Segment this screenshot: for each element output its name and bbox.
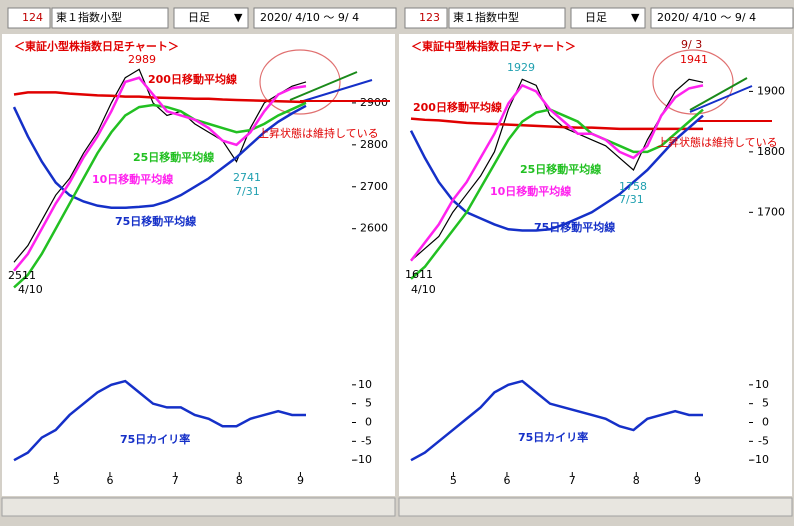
series-label: 10日移動平均線 <box>92 172 173 186</box>
y2-tick-label: 0 <box>762 416 769 429</box>
period-select[interactable] <box>570 7 646 29</box>
x-tick-label: 8 <box>236 474 243 487</box>
chart-title: ＜東証小型株指数日足チャート＞ <box>14 39 179 53</box>
y2-tick-label: 5 <box>762 397 769 410</box>
series-line <box>13 379 306 462</box>
series-line <box>410 83 704 262</box>
annotation: 2741 <box>233 171 261 184</box>
series-label: 10日移動平均線 <box>490 184 571 198</box>
code: 124 <box>22 11 43 24</box>
series-label: 75日移動平均線 <box>115 214 196 228</box>
annotation: 2511 <box>8 269 36 282</box>
series-line <box>13 76 307 272</box>
y2-tick-label: 0 <box>365 416 372 429</box>
y-tick-label: 1900 <box>757 84 785 97</box>
series-label: 25日移動平均線 <box>133 150 214 164</box>
annotation: 7/31 <box>619 193 644 206</box>
x-tick-label: 6 <box>503 474 510 487</box>
code-box <box>404 7 448 29</box>
y2-tick-label: -10 <box>751 453 769 466</box>
series-line <box>13 91 307 104</box>
x-tick-label: 6 <box>106 474 113 487</box>
y2-tick-label: 10 <box>358 378 372 391</box>
series-line <box>13 101 307 289</box>
annotation: 1941 <box>680 53 708 66</box>
x-tick-label: 9 <box>297 474 304 487</box>
annotation: 7/31 <box>235 185 260 198</box>
trend-line <box>299 79 373 103</box>
range-box <box>253 7 397 29</box>
range: 2020/ 4/10 ～ 9/ 4 <box>657 11 756 24</box>
series-line <box>410 108 704 280</box>
series-line <box>410 379 703 462</box>
name: 東１指数小型 <box>56 10 122 24</box>
name-box <box>448 7 566 29</box>
y2-tick-label: -5 <box>758 434 769 447</box>
series-line <box>409 114 704 232</box>
trend-line <box>689 85 753 113</box>
annotation: 上昇状態は維持している <box>258 126 379 140</box>
chart-title: ＜東証中型株指数日足チャート＞ <box>411 39 576 53</box>
period-select[interactable] <box>173 7 249 29</box>
annotation: 2989 <box>128 53 156 66</box>
range: 2020/ 4/10 ～ 9/ 4 <box>260 11 359 24</box>
annotation: 4/10 <box>18 283 43 296</box>
series-line <box>13 68 307 263</box>
y2-tick-label: -10 <box>354 453 372 466</box>
name: 東１指数中型 <box>453 10 519 24</box>
annotation: 上昇状態は維持している <box>657 135 778 149</box>
y-tick-label: 2900 <box>360 96 388 109</box>
scrollbar[interactable] <box>398 497 793 517</box>
series-label: 75日カイリ率 <box>120 432 190 446</box>
range-box <box>650 7 794 29</box>
series-label: 75日カイリ率 <box>518 430 588 444</box>
annotation: 4/10 <box>411 283 436 296</box>
dropdown-arrow: ▼ <box>631 11 640 24</box>
x-tick-label: 5 <box>53 474 60 487</box>
y-tick-label: 1800 <box>757 145 785 158</box>
y-tick-label: 1700 <box>757 205 785 218</box>
plot-area <box>2 34 395 496</box>
annotation: 9/ 3 <box>681 38 702 51</box>
x-tick-label: 7 <box>172 474 179 487</box>
annotation: 1611 <box>405 268 433 281</box>
series-label: 75日移動平均線 <box>534 220 615 234</box>
x-tick-label: 8 <box>633 474 640 487</box>
name-box <box>51 7 169 29</box>
series-line <box>12 104 307 209</box>
scrollbar[interactable] <box>1 497 396 517</box>
series-label: 25日移動平均線 <box>520 162 601 176</box>
period: 日足 <box>188 11 210 24</box>
x-tick-label: 9 <box>694 474 701 487</box>
y2-tick-label: 10 <box>755 378 769 391</box>
code: 123 <box>419 11 440 24</box>
code-box <box>7 7 51 29</box>
annotation: 1929 <box>507 61 535 74</box>
y-tick-label: 2800 <box>360 138 388 151</box>
series-label: 200日移動平均線 <box>148 72 237 86</box>
highlight-ellipse <box>259 49 341 115</box>
y-tick-label: 2600 <box>360 222 388 235</box>
highlight-ellipse <box>652 49 734 115</box>
series-label: 200日移動平均線 <box>413 100 502 114</box>
annotation: 1758 <box>619 180 647 193</box>
trend-line <box>689 77 748 111</box>
period: 日足 <box>585 11 607 24</box>
x-tick-label: 5 <box>450 474 457 487</box>
x-tick-label: 7 <box>569 474 576 487</box>
trend-line <box>289 71 358 101</box>
y2-tick-label: -5 <box>361 434 372 447</box>
y2-tick-label: 5 <box>365 397 372 410</box>
dropdown-arrow: ▼ <box>234 11 243 24</box>
y-tick-label: 2700 <box>360 180 388 193</box>
